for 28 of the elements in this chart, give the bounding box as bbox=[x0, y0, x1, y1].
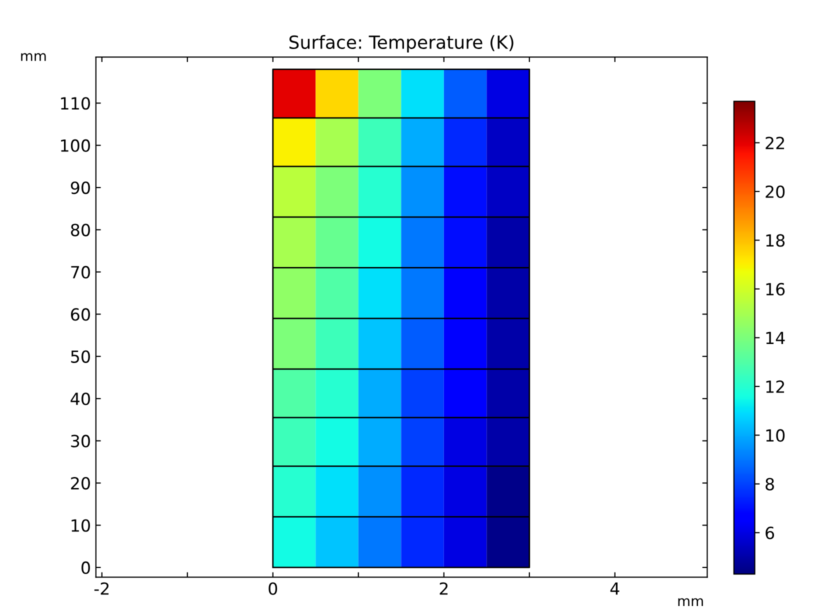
x-tick-label: 0 bbox=[268, 582, 278, 595]
y-tick-label: 40 bbox=[70, 392, 90, 406]
color-bar-label: 20 bbox=[766, 185, 785, 198]
x-axis-title: mm bbox=[678, 598, 703, 606]
y-tick-label: 20 bbox=[71, 476, 90, 490]
x-tick-label: -2 bbox=[94, 582, 109, 595]
color-bar-label: 12 bbox=[766, 380, 784, 393]
color-bar-label: 22 bbox=[766, 136, 784, 150]
y-tick-label: 70 bbox=[71, 266, 90, 279]
y-tick-label: 110 bbox=[61, 97, 90, 110]
y-tick-label: 30 bbox=[71, 434, 90, 448]
color-bar-label: 14 bbox=[766, 332, 785, 344]
color-bar-label: 10 bbox=[766, 429, 785, 442]
color-bar-label: 8 bbox=[766, 478, 774, 490]
color-bar-label: 16 bbox=[766, 282, 785, 296]
x-tick-label: 4 bbox=[610, 582, 620, 595]
color-bar-label: 18 bbox=[766, 234, 785, 247]
y-tick-label: 90 bbox=[70, 182, 90, 194]
y-tick-label: 100 bbox=[61, 139, 90, 152]
y-tick-label: 0 bbox=[82, 561, 90, 574]
x-tick-label: 2 bbox=[440, 582, 448, 595]
y-tick-label: 60 bbox=[71, 308, 90, 321]
color-bar-label: 6 bbox=[766, 526, 774, 540]
y-tick-label: 10 bbox=[72, 519, 90, 532]
y-tick-label: 50 bbox=[71, 350, 90, 363]
chart-title: Surface: Temperature (K) bbox=[289, 35, 514, 53]
y-tick-label: 80 bbox=[70, 224, 90, 236]
y-axis-title: mm bbox=[21, 53, 46, 61]
